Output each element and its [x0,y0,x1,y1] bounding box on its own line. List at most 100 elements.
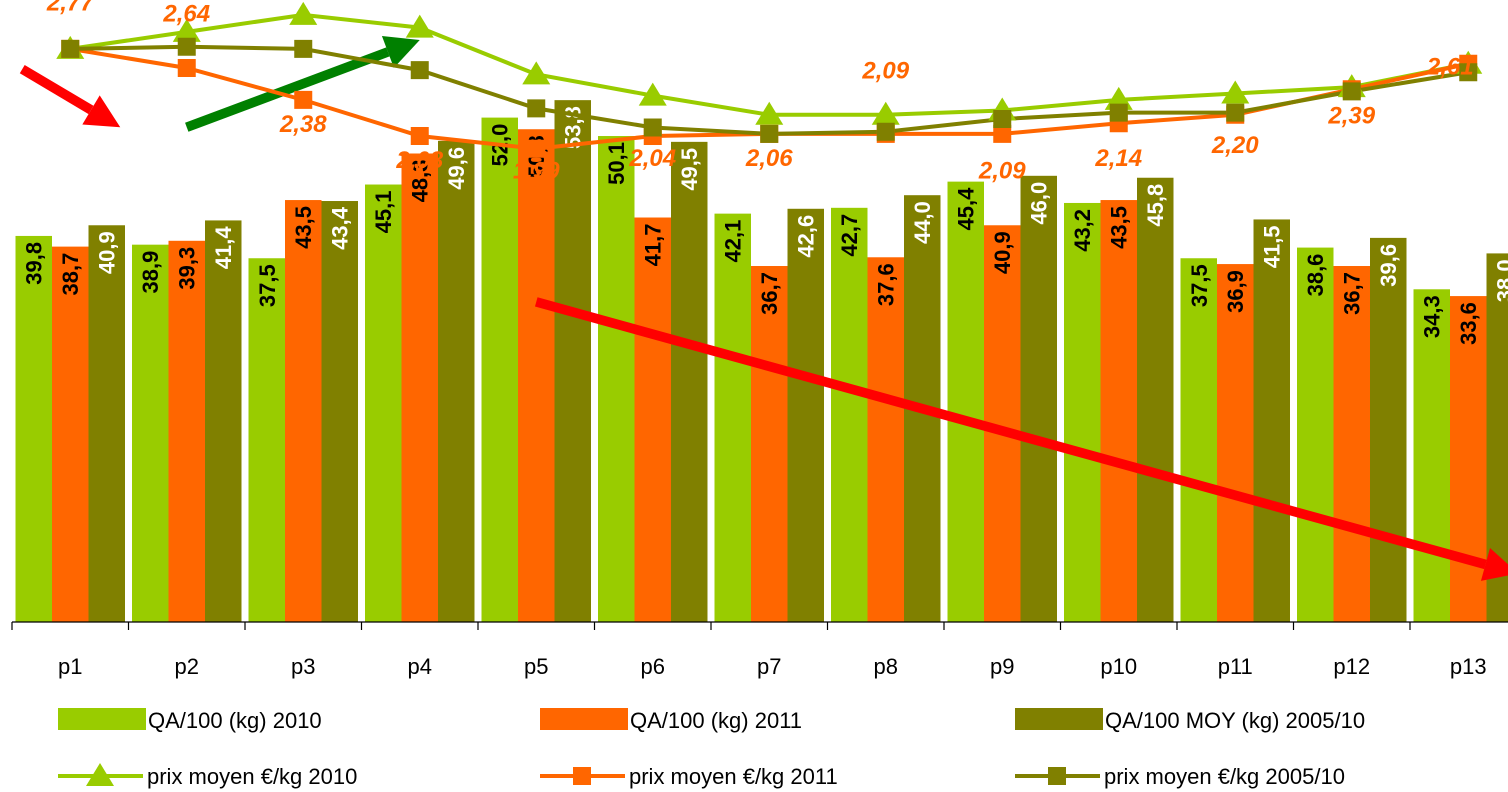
bar-s2-p12 [1333,266,1370,622]
bar-s2-p2 [168,240,205,623]
price-marker-s1-p11 [1221,80,1250,104]
trend-arrow-2 [185,36,420,132]
bar-s3-p2 [205,220,242,623]
bar-s3-p3 [321,201,358,622]
x-tick-label-p1: p1 [58,654,82,679]
price-marker-s1-p7 [755,101,784,125]
x-tick-label-p8: p8 [874,654,898,679]
bar-label-s1-p9: 45,4 [954,187,979,231]
price-marker-s3-p13 [1459,63,1478,82]
price-marker-s3-p3 [294,39,313,58]
bar-s3-p6 [671,141,708,622]
price-marker-s1-p6 [638,82,667,106]
bar-s3-p5 [554,100,591,622]
price-annotation-p13: 2,61 [1426,53,1474,80]
bar-s2-p4 [401,153,438,623]
legend-label-line-3: prix moyen €/kg 2005/10 [1104,764,1345,789]
bar-s1-p12 [1297,247,1334,622]
bar-label-s3-p12: 39,6 [1376,244,1401,287]
bar-label-s1-p7: 42,1 [721,220,746,263]
price-marker-s2-p9 [993,124,1012,143]
bar-label-s1-p6: 50,1 [604,142,629,185]
bar-label-s2-p8: 37,6 [874,263,899,306]
bar-label-s2-p7: 36,7 [757,272,782,315]
bar-s3-p9 [1020,175,1057,623]
bar-label-s1-p12: 38,6 [1303,254,1328,297]
price-annotation-p7: 2,06 [745,145,793,172]
bar-s1-p10 [1064,202,1101,622]
bar-s3-p1 [88,225,125,622]
price-annotation-layer: 2,77 2,64 2,38 2,08 1,99 2,04 2,06 2,09 2,09 2,14… [46,0,1474,185]
price-marker-s1-p2 [172,18,201,42]
bar-s1-p1 [15,235,52,622]
bar-label-s1-p13: 34,3 [1420,295,1445,338]
x-tick-label-p2: p2 [175,654,199,679]
bar-label-s2-p13: 33,6 [1456,302,1481,345]
legend-swatch-bar-2 [540,708,628,730]
price-marker-s3-p1 [61,39,80,58]
bar-label-s3-p3: 43,4 [328,206,353,250]
bar-s2-p8 [867,257,904,622]
bar-label-s1-p4: 45,1 [371,191,396,234]
bar-s2-p7 [751,266,788,622]
x-axis: p1 p2 p3 p4 p5 p6 p7 p8 p9 p10 p11 p12 p13 [11,621,1508,679]
bar-label-s3-p4: 49,6 [444,147,469,190]
bar-label-s2-p2: 39,3 [175,247,200,290]
legend-label-bar-1: QA/100 (kg) 2010 [148,708,322,733]
bar-s1-p9 [947,181,984,622]
trend-arrow-1 [19,64,121,128]
bar-label-s1-p2: 38,9 [138,251,163,294]
price-marker-s1-p3 [289,1,318,25]
bar-layer: 39,8 38,9 37,545,152,0 50,142,1 42,745,4 43,2… [15,100,1508,623]
price-marker-s3-p11 [1226,103,1245,122]
x-tick-label-p7: p7 [757,654,781,679]
bar-s2-p11 [1217,264,1254,622]
bar-label-s3-p2: 41,4 [211,226,236,270]
bar-label-s2-p9: 40,9 [990,231,1015,274]
price-annotation-p9: 2,09 [978,158,1026,185]
bar-label-s2-p1: 38,7 [58,253,83,296]
bar-s3-p12 [1370,237,1407,622]
bar-s3-p11 [1253,219,1290,622]
legend-label-line-2: prix moyen €/kg 2011 [629,764,838,789]
legend-label-line-1: prix moyen €/kg 2010 [147,764,357,789]
bar-label-s3-p11: 41,5 [1260,225,1285,268]
price-marker-s2-p4 [410,127,429,145]
price-marker-s1-p5 [522,61,551,85]
bar-label-s2-p6: 41,7 [641,224,666,267]
price-marker-s3-p12 [1342,82,1361,101]
price-marker-s2-p2 [177,59,196,77]
price-annotation-p2: 2,64 [162,0,210,27]
trend-arrow-3 [534,297,1508,581]
bar-s2-p10 [1100,200,1137,623]
price-marker-s3-p9 [993,110,1012,128]
bar-s1-p8 [831,207,868,622]
legend-swatch-line-1 [58,763,143,786]
x-tick-label-p9: p9 [990,654,1014,679]
legend-swatch-bar-3 [1015,708,1103,730]
bar-label-s3-p6: 49,5 [677,148,702,191]
bar-label-s2-p12: 36,7 [1340,272,1365,315]
price-marker-s3-p6 [643,118,662,137]
bar-s1-p6 [598,136,635,622]
bar-s3-p13 [1486,253,1508,622]
bar-label-s3-p1: 40,9 [95,231,120,274]
bar-s1-p2 [132,244,169,623]
bar-label-s1-p10: 43,2 [1070,209,1095,252]
bar-label-s3-p9: 46,0 [1027,182,1052,225]
price-marker-s3-p2 [177,37,196,56]
bar-s1-p13 [1413,289,1450,622]
bar-s1-p3 [248,258,285,622]
bar-label-s1-p1: 39,8 [22,242,47,285]
bar-s3-p4 [438,140,475,622]
legend-swatch-line-2 [540,767,625,785]
bar-label-s2-p10: 43,5 [1107,206,1132,249]
bar-label-s3-p10: 45,8 [1143,184,1168,227]
x-tick-label-p3: p3 [291,654,315,679]
price-marker-s1-p8 [871,101,900,125]
bar-label-s2-p11: 36,9 [1223,270,1248,313]
x-tick-label-p10: p10 [1100,654,1137,679]
price-marker-s2-p3 [294,90,313,109]
bar-label-s1-p11: 37,5 [1187,264,1212,307]
